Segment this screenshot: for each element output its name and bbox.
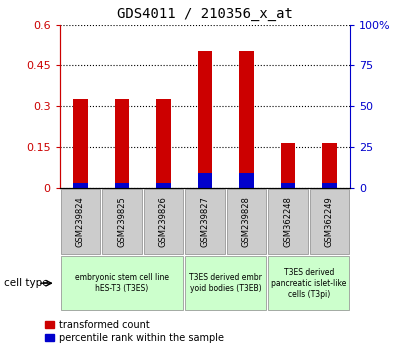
Bar	[60, 256, 183, 310]
Legend: transformed count, percentile rank within the sample: transformed count, percentile rank withi…	[45, 320, 224, 343]
Bar	[198, 51, 212, 188]
Text: embryonic stem cell line
hES-T3 (T3ES): embryonic stem cell line hES-T3 (T3ES)	[75, 273, 169, 293]
Text: GSM239825: GSM239825	[117, 196, 127, 247]
Bar	[310, 189, 349, 253]
Bar	[322, 143, 337, 188]
Bar	[281, 143, 295, 188]
Bar	[185, 189, 225, 253]
Bar	[73, 183, 88, 188]
Bar	[102, 189, 142, 253]
Bar	[156, 183, 171, 188]
Bar	[198, 173, 212, 188]
Bar	[60, 189, 100, 253]
Bar	[268, 189, 308, 253]
Text: GSM239826: GSM239826	[159, 196, 168, 247]
Bar	[281, 183, 295, 188]
Bar	[226, 189, 266, 253]
Text: GSM362248: GSM362248	[283, 196, 293, 247]
Bar	[144, 189, 183, 253]
Text: T3ES derived
pancreatic islet-like
cells (T3pi): T3ES derived pancreatic islet-like cells…	[271, 268, 346, 299]
Bar	[115, 183, 129, 188]
Bar	[115, 99, 129, 188]
Text: GSM239827: GSM239827	[201, 196, 209, 247]
Text: GSM239824: GSM239824	[76, 196, 85, 247]
Bar	[239, 173, 254, 188]
Bar	[185, 256, 266, 310]
Bar	[73, 99, 88, 188]
Bar	[156, 99, 171, 188]
Bar	[322, 183, 337, 188]
Text: cell type: cell type	[4, 278, 49, 288]
Text: GSM362249: GSM362249	[325, 196, 334, 247]
Text: GSM239828: GSM239828	[242, 196, 251, 247]
Text: T3ES derived embr
yoid bodies (T3EB): T3ES derived embr yoid bodies (T3EB)	[189, 273, 262, 293]
Bar	[268, 256, 349, 310]
Title: GDS4011 / 210356_x_at: GDS4011 / 210356_x_at	[117, 7, 293, 21]
Bar	[239, 51, 254, 188]
